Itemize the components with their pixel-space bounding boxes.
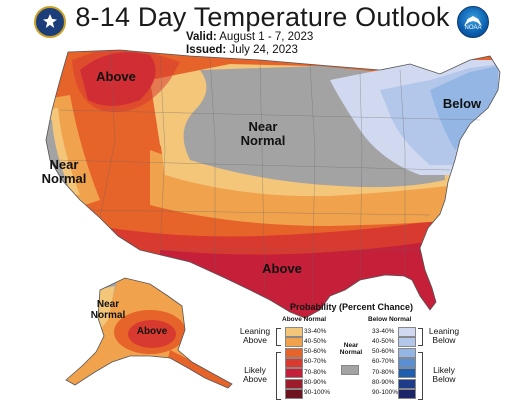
valid-line: Valid: August 1 - 7, 2023 <box>186 31 313 43</box>
legend-below-swatch-label: 70-80% <box>372 368 395 376</box>
label-alaska-near-2: Normal <box>90 309 126 321</box>
label-near-normal-center: Near Normal <box>228 120 298 147</box>
legend-above-swatch <box>285 357 303 368</box>
legend-leaning-above-2: Above <box>242 335 268 346</box>
label-near-normal-center-2: Normal <box>240 132 286 148</box>
legend-above-swatch <box>285 368 303 379</box>
label-alaska-above: Above <box>136 326 168 337</box>
legend-above-swatch-label: 90-100% <box>304 389 331 397</box>
legend-leaning-below: Leaning Below <box>424 326 464 346</box>
label-near-normal-west-2: Normal <box>41 170 87 186</box>
issued-label: Issued: <box>186 44 227 56</box>
state-boundaries <box>54 51 481 306</box>
legend-below-swatch <box>398 378 416 389</box>
legend-leaning-below-2: Below <box>432 335 456 346</box>
legend-near-normal-swatch <box>341 365 359 375</box>
legend-likely-below-1: Likely <box>433 365 455 375</box>
legend-below-swatch <box>398 388 416 399</box>
legend-below-swatch-label: 80-90% <box>372 379 395 386</box>
legend-leaning-above: Leaning Above <box>236 326 274 346</box>
doc-seal-icon <box>34 6 66 38</box>
issued-value: July 24, 2023 <box>229 44 298 56</box>
legend-likely-above-2: Above <box>242 374 268 385</box>
legend-likely-below: Likely Below <box>424 365 464 385</box>
legend-below-swatch-label: 90-100% <box>372 389 399 397</box>
legend-below-swatch-label: 40-50% <box>372 337 395 345</box>
legend-above-swatch <box>285 378 303 389</box>
brace-likely-above <box>276 352 281 400</box>
legend-below-header: Below Normal <box>368 316 412 323</box>
label-above-south: Above <box>262 261 302 276</box>
label-above-northwest: Above <box>96 69 136 84</box>
valid-label: Valid: <box>186 31 217 43</box>
label-alaska-near-normal: Near Normal <box>86 299 130 321</box>
legend-above-swatch-label: 70-80% <box>304 368 327 376</box>
legend-below-swatch-label: 60-70% <box>372 358 395 366</box>
brace-likely-below <box>418 352 423 400</box>
noaa-logo-text: NOAA <box>464 25 482 31</box>
brace-leaning-above <box>276 328 281 346</box>
legend-below-swatch-label: 33-40% <box>372 327 395 335</box>
legend-likely-above: Likely Above <box>236 365 274 385</box>
legend-below-swatch <box>398 347 416 358</box>
legend-above-swatch-label: 60-70% <box>304 358 327 366</box>
valid-value: August 1 - 7, 2023 <box>219 31 314 43</box>
label-near-normal-west: Near Normal <box>32 158 96 185</box>
legend-below-swatch <box>398 368 416 379</box>
label-alaska-near-1: Near <box>96 299 120 310</box>
legend-title: Probability (Percent Chance) <box>290 302 414 312</box>
legend-above-header: Above Normal <box>282 316 327 323</box>
legend-near-normal-2: Normal <box>339 349 363 357</box>
legend-leaning-above-1: Leaning <box>239 326 271 336</box>
legend-leaning-below-1: Leaning <box>428 326 460 336</box>
legend-below-swatch <box>398 327 416 337</box>
page-title: 8-14 Day Temperature Outlook <box>75 2 450 32</box>
legend-likely-above-1: Likely <box>244 365 266 375</box>
legend-above-swatch-label: 50-60% <box>304 348 327 356</box>
legend-above-swatch <box>285 347 303 358</box>
legend-above-swatch <box>285 337 303 348</box>
legend-below-swatch <box>398 337 416 348</box>
legend-above-swatch <box>285 388 303 399</box>
label-near-normal-west-1: Near <box>49 157 79 172</box>
bird-icon <box>464 16 482 26</box>
label-near-normal-center-1: Near <box>248 119 278 134</box>
noaa-logo-icon: NOAA <box>457 6 489 38</box>
legend-likely-below-2: Below <box>432 374 456 385</box>
legend-above-swatch-label: 80-90% <box>304 379 327 386</box>
brace-leaning-below <box>418 328 423 346</box>
legend-near-normal-1: Near <box>343 342 359 349</box>
legend-above-swatch-label: 33-40% <box>304 327 327 335</box>
legend-below-swatch <box>398 357 416 368</box>
legend-near-normal-label: Near Normal <box>334 342 368 356</box>
label-below-northeast: Below <box>442 96 482 111</box>
issued-line: Issued: July 24, 2023 <box>186 44 298 56</box>
legend-above-swatch-label: 40-50% <box>304 337 327 345</box>
legend-below-swatch-label: 50-60% <box>372 348 395 356</box>
legend-above-swatch <box>285 327 303 337</box>
